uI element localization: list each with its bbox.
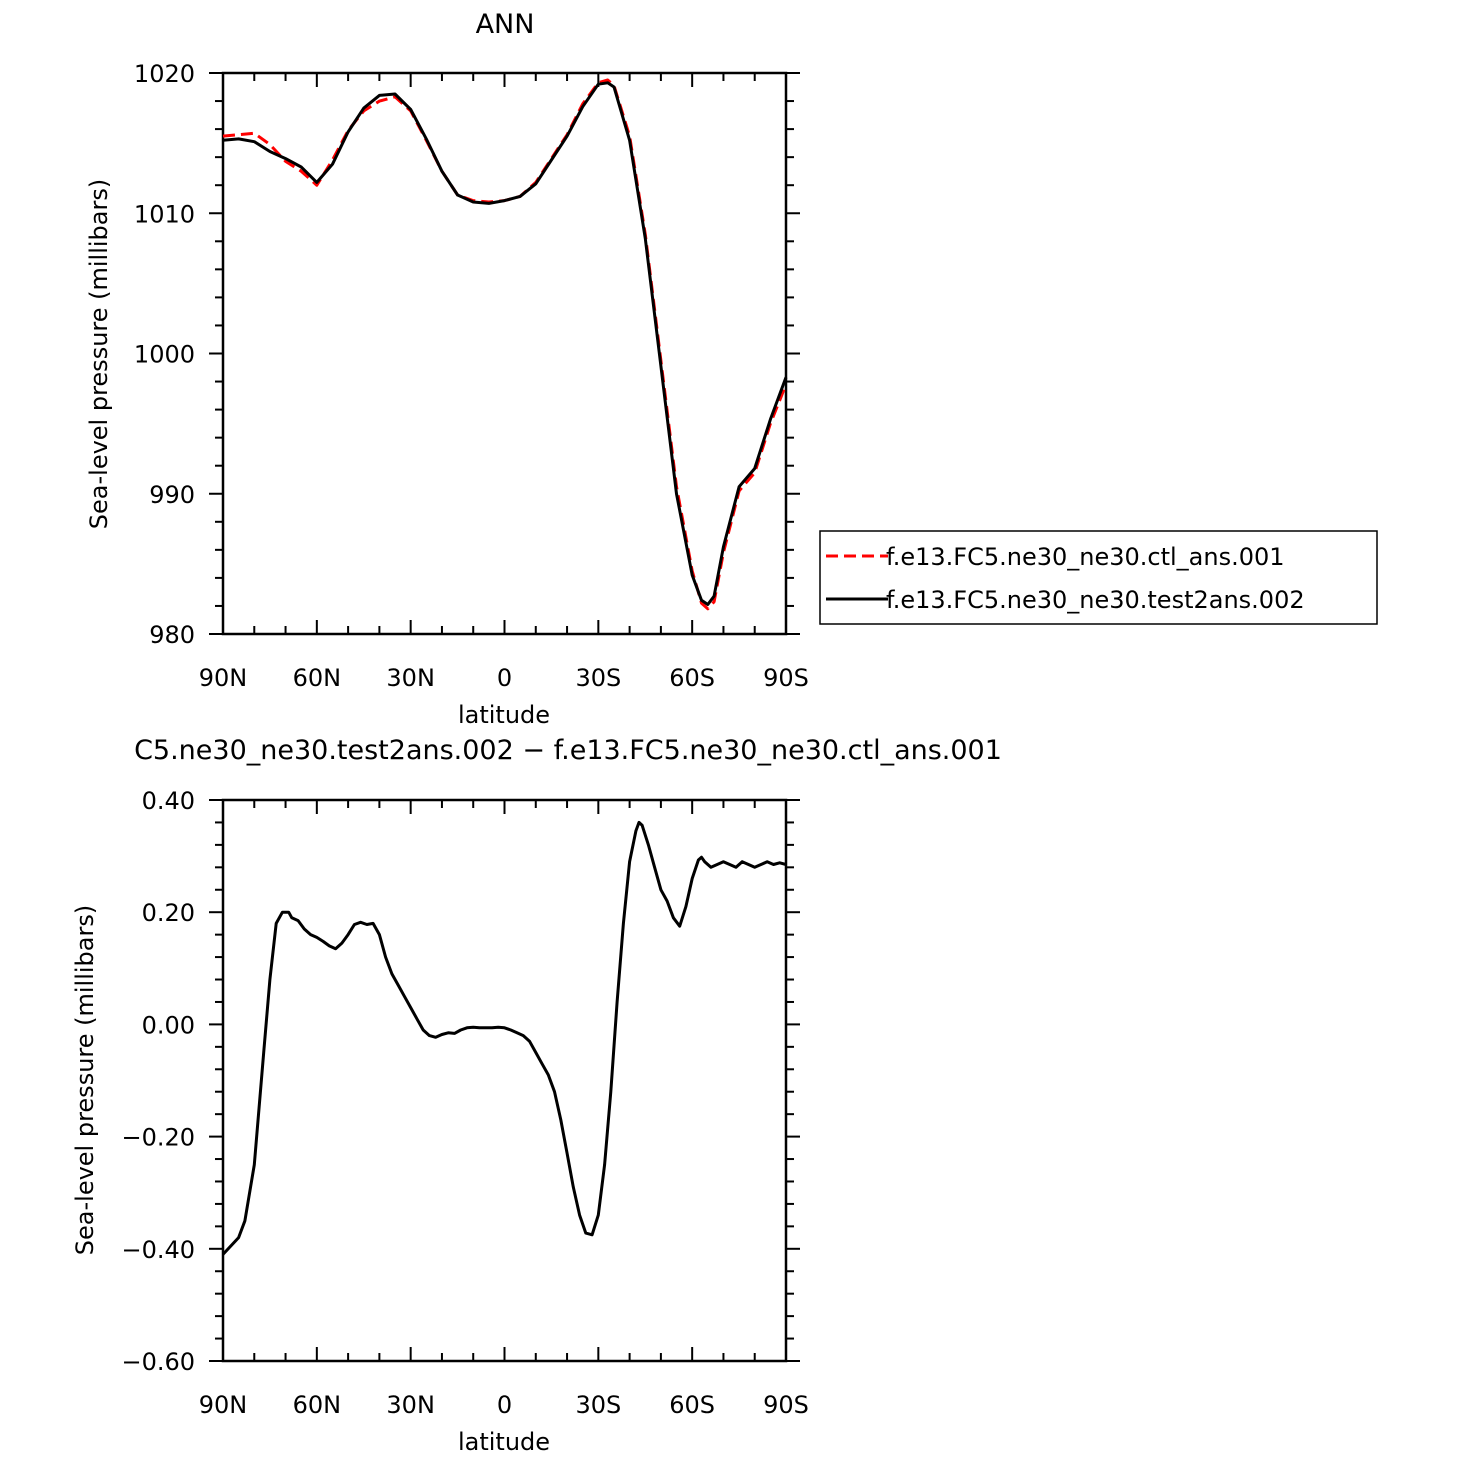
legend-label-test: f.e13.FC5.ne30_ne30.test2ans.002 <box>886 586 1305 614</box>
top-ytick-label: 1000 <box>134 341 195 369</box>
top-ytick-label: 990 <box>149 481 195 509</box>
top-xtick-label: 60S <box>669 664 715 692</box>
bottom-xtick-label: 30S <box>575 1391 621 1419</box>
bottom-ytick-label: 0.00 <box>142 1011 195 1039</box>
top-frame <box>221 71 788 636</box>
bottom-ytick-label: 0.40 <box>142 787 195 815</box>
bottom-xtick-label: 90S <box>763 1391 809 1419</box>
top-ytick-label: 1010 <box>134 200 195 228</box>
bottom-chart-title: C5.ne30_ne30.test2ans.002 − f.e13.FC5.ne… <box>134 735 1002 766</box>
bottom-chart-ylabel: Sea-level pressure (millibars) <box>71 905 99 1255</box>
top-chart-title: ANN <box>476 9 535 40</box>
legend-label-ctl: f.e13.FC5.ne30_ne30.ctl_ans.001 <box>886 543 1285 571</box>
bottom-xtick-label: 90N <box>199 1391 248 1419</box>
bottom-plot-area: 90N 60N 30N 0 30S 60S 90S 0.40 0.20 0.00 −0.20 −0.4… <box>121 787 808 1419</box>
top-xtick-label: 90S <box>763 664 809 692</box>
top-xtick-label: 0 <box>497 664 512 692</box>
top-ytick-label: 1020 <box>134 60 195 88</box>
bottom-ytick-label: −0.60 <box>121 1348 195 1376</box>
top-chart-ylabel: Sea-level pressure (millibars) <box>85 179 113 529</box>
legend-box <box>819 530 1378 625</box>
bottom-xtick-label: 60N <box>293 1391 342 1419</box>
bottom-chart-xlabel: latitude <box>458 1428 550 1456</box>
bottom-ytick-label: −0.20 <box>121 1124 195 1152</box>
bottom-xtick-label: 60S <box>669 1391 715 1419</box>
top-xtick-label: 90N <box>199 664 248 692</box>
top-series-line-0 <box>222 78 788 611</box>
bottom-ytick-label: 0.20 <box>142 899 195 927</box>
top-xtick-label: 60N <box>293 664 342 692</box>
top-xtick-label: 30S <box>575 664 621 692</box>
bottom-frame <box>221 798 788 1363</box>
bottom-xtick-label: 30N <box>386 1391 435 1419</box>
bottom-xtick-label: 0 <box>497 1391 512 1419</box>
top-series-line-1 <box>222 81 788 606</box>
top-ytick-label: 980 <box>149 621 195 649</box>
bottom-ytick-label: −0.40 <box>121 1236 195 1264</box>
top-xtick-label: 30N <box>386 664 435 692</box>
top-plot-area: 90N 60N 30N 0 30S 60S 90S 1020 1010 1000 990 980 <box>134 60 809 692</box>
top-chart-xlabel: latitude <box>458 701 550 729</box>
bottom-series-line-0 <box>221 820 787 1256</box>
legend: f.e13.FC5.ne30_ne30.ctl_ans.001 f.e13.FC… <box>819 530 1378 625</box>
